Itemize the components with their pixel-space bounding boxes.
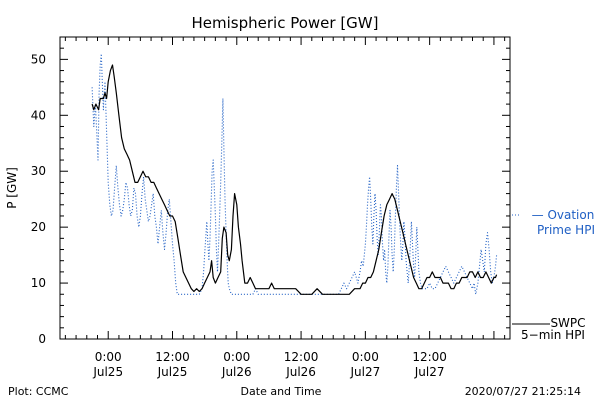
x-tick-date-label: Jul27 <box>414 365 445 379</box>
y-tick-label: 40 <box>31 108 46 122</box>
x-tick-date-label: Jul25 <box>157 365 188 379</box>
x-axis: 0:00Jul2512:00Jul250:00Jul2612:00Jul260:… <box>64 37 506 379</box>
plot-frame <box>59 36 511 340</box>
y-tick-label: 50 <box>31 52 46 66</box>
y-axis: 0 10 20 30 40 50 <box>31 36 510 346</box>
x-tick-date-label: Jul25 <box>92 365 123 379</box>
y-tick-label: 10 <box>31 276 46 290</box>
y-tick-label: 20 <box>31 220 46 234</box>
legend: — Ovation Prime HPI SWPC 5−min HPI <box>512 208 595 342</box>
y-tick-label: 0 <box>38 332 46 346</box>
x-tick-date-label: Jul26 <box>285 365 316 379</box>
y-axis-label: P [GW] <box>5 167 19 209</box>
x-axis-label: Date and Time <box>241 385 322 398</box>
series-swpc-line <box>91 64 498 295</box>
legend-swpc-line2: 5−min HPI <box>521 328 585 342</box>
x-tick-date-label: Jul26 <box>221 365 252 379</box>
x-tick-time-label: 0:00 <box>95 350 122 364</box>
x-tick-time-label: 12:00 <box>412 350 447 364</box>
plot-credit: Plot: CCMC <box>8 385 69 398</box>
x-tick-date-label: Jul27 <box>349 365 380 379</box>
chart-title: Hemispheric Power [GW] <box>192 14 379 32</box>
x-tick-time-label: 12:00 <box>155 350 190 364</box>
x-tick-time-label: 0:00 <box>352 350 379 364</box>
plot-timestamp: 2020/07/27 21:25:14 <box>465 385 581 398</box>
series-layer <box>91 53 498 295</box>
legend-ovation-line2: Prime HPI <box>537 223 595 237</box>
x-tick-time-label: 0:00 <box>223 350 250 364</box>
legend-ovation-line1: — Ovation <box>532 208 595 222</box>
x-tick-time-label: 12:00 <box>284 350 319 364</box>
legend-swpc-line1: SWPC <box>550 316 585 330</box>
y-tick-label: 30 <box>31 164 46 178</box>
